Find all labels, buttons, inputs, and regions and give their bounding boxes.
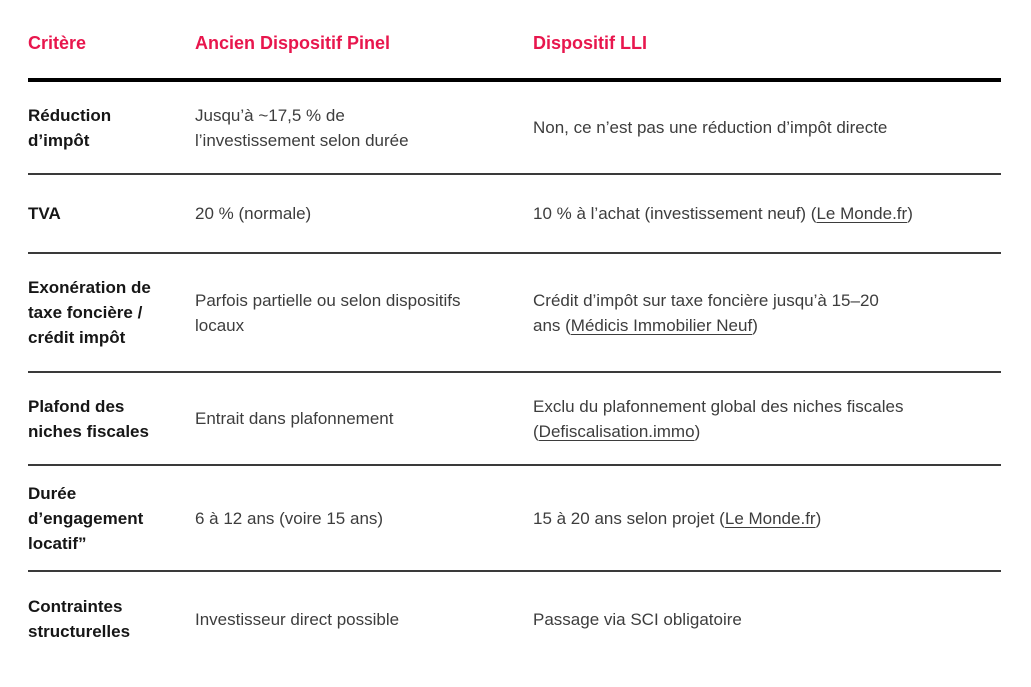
lli-cell: 15 à 20 ans selon projet (Le Monde.fr) bbox=[533, 465, 1001, 572]
criterion-cell: Plafond des niches fiscales bbox=[28, 372, 195, 466]
pinel-cell: Parfois partielle ou selon dispositifs l… bbox=[195, 253, 533, 373]
lli-cell: Non, ce n’est pas une réduction d’impôt … bbox=[533, 80, 1001, 175]
lli-cell: Exclu du plafonnement global des niches … bbox=[533, 372, 1001, 466]
header-pinel: Ancien Dispositif Pinel bbox=[195, 8, 533, 82]
comparison-table: Critère Ancien Dispositif Pinel Disposit… bbox=[28, 8, 1001, 666]
header-criterion: Critère bbox=[28, 8, 195, 82]
table-row: Plafond des niches fiscales Entrait dans … bbox=[28, 372, 1001, 466]
criterion-cell: Réduction d’impôt bbox=[28, 80, 195, 175]
source-link[interactable]: Le Monde.fr bbox=[724, 508, 816, 528]
source-link[interactable]: Le Monde.fr bbox=[816, 204, 908, 223]
source-link[interactable]: Defiscalisation.immo bbox=[538, 421, 695, 441]
header-row: Critère Ancien Dispositif Pinel Disposit… bbox=[28, 8, 1001, 82]
source-link[interactable]: Médicis Immobilier Neuf bbox=[570, 315, 753, 335]
criterion-cell: Durée d’engagement locatif” bbox=[28, 465, 195, 572]
table-header: Critère Ancien Dispositif Pinel Disposit… bbox=[28, 8, 1001, 82]
table-row: TVA 20 % (normale) 10 % à l’achat (investi… bbox=[28, 174, 1001, 254]
criterion-cell: Exonération de taxe foncière / crédit im… bbox=[28, 253, 195, 373]
table-row: Contraintes structurelles Investisseur di… bbox=[28, 571, 1001, 666]
lli-cell: Passage via SCI obligatoire bbox=[533, 609, 742, 629]
criterion-cell: TVA bbox=[28, 174, 195, 254]
table-row: Réduction d’impôt Jusqu’à ~17,5 % de l’in… bbox=[28, 80, 1001, 175]
criterion-cell: Contraintes structurelles bbox=[28, 597, 131, 641]
pinel-cell: Jusqu’à ~17,5 % de l’investissement selo… bbox=[195, 80, 533, 175]
comparison-table-body: Réduction d’impôt Jusqu’à ~17,5 % de l’in… bbox=[28, 80, 1001, 666]
pinel-cell: Entrait dans plafonnement bbox=[195, 372, 533, 466]
table-row: Exonération de taxe foncière / crédit im… bbox=[28, 253, 1001, 373]
header-lli: Dispositif LLI bbox=[533, 8, 1001, 82]
table-row: Durée d’engagement locatif” 6 à 12 ans (v… bbox=[28, 465, 1001, 572]
pinel-cell: Investisseur direct possible bbox=[195, 609, 400, 629]
lli-cell: Crédit d’impôt sur taxe foncière jusqu’à… bbox=[533, 253, 1001, 373]
pinel-cell: 20 % (normale) bbox=[195, 174, 533, 254]
lli-cell: 10 % à l’achat (investissement neuf) (Le… bbox=[533, 174, 1001, 254]
pinel-cell: 6 à 12 ans (voire 15 ans) bbox=[195, 465, 533, 572]
